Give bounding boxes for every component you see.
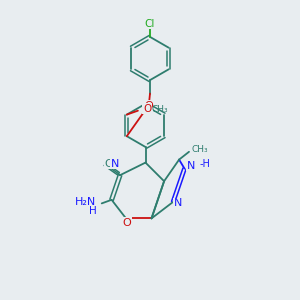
Text: O: O <box>144 100 153 111</box>
Text: N: N <box>110 159 119 169</box>
Text: N: N <box>187 160 195 171</box>
Text: N: N <box>173 198 182 208</box>
Text: CH₃: CH₃ <box>192 146 208 154</box>
Text: -H: -H <box>200 159 210 170</box>
Text: Cl: Cl <box>145 19 155 29</box>
Text: O: O <box>143 103 151 114</box>
Text: C: C <box>104 159 112 169</box>
Text: O: O <box>122 218 131 228</box>
Text: H₂N: H₂N <box>75 197 97 207</box>
Text: H: H <box>89 206 97 216</box>
Text: CH₃: CH₃ <box>152 105 169 114</box>
